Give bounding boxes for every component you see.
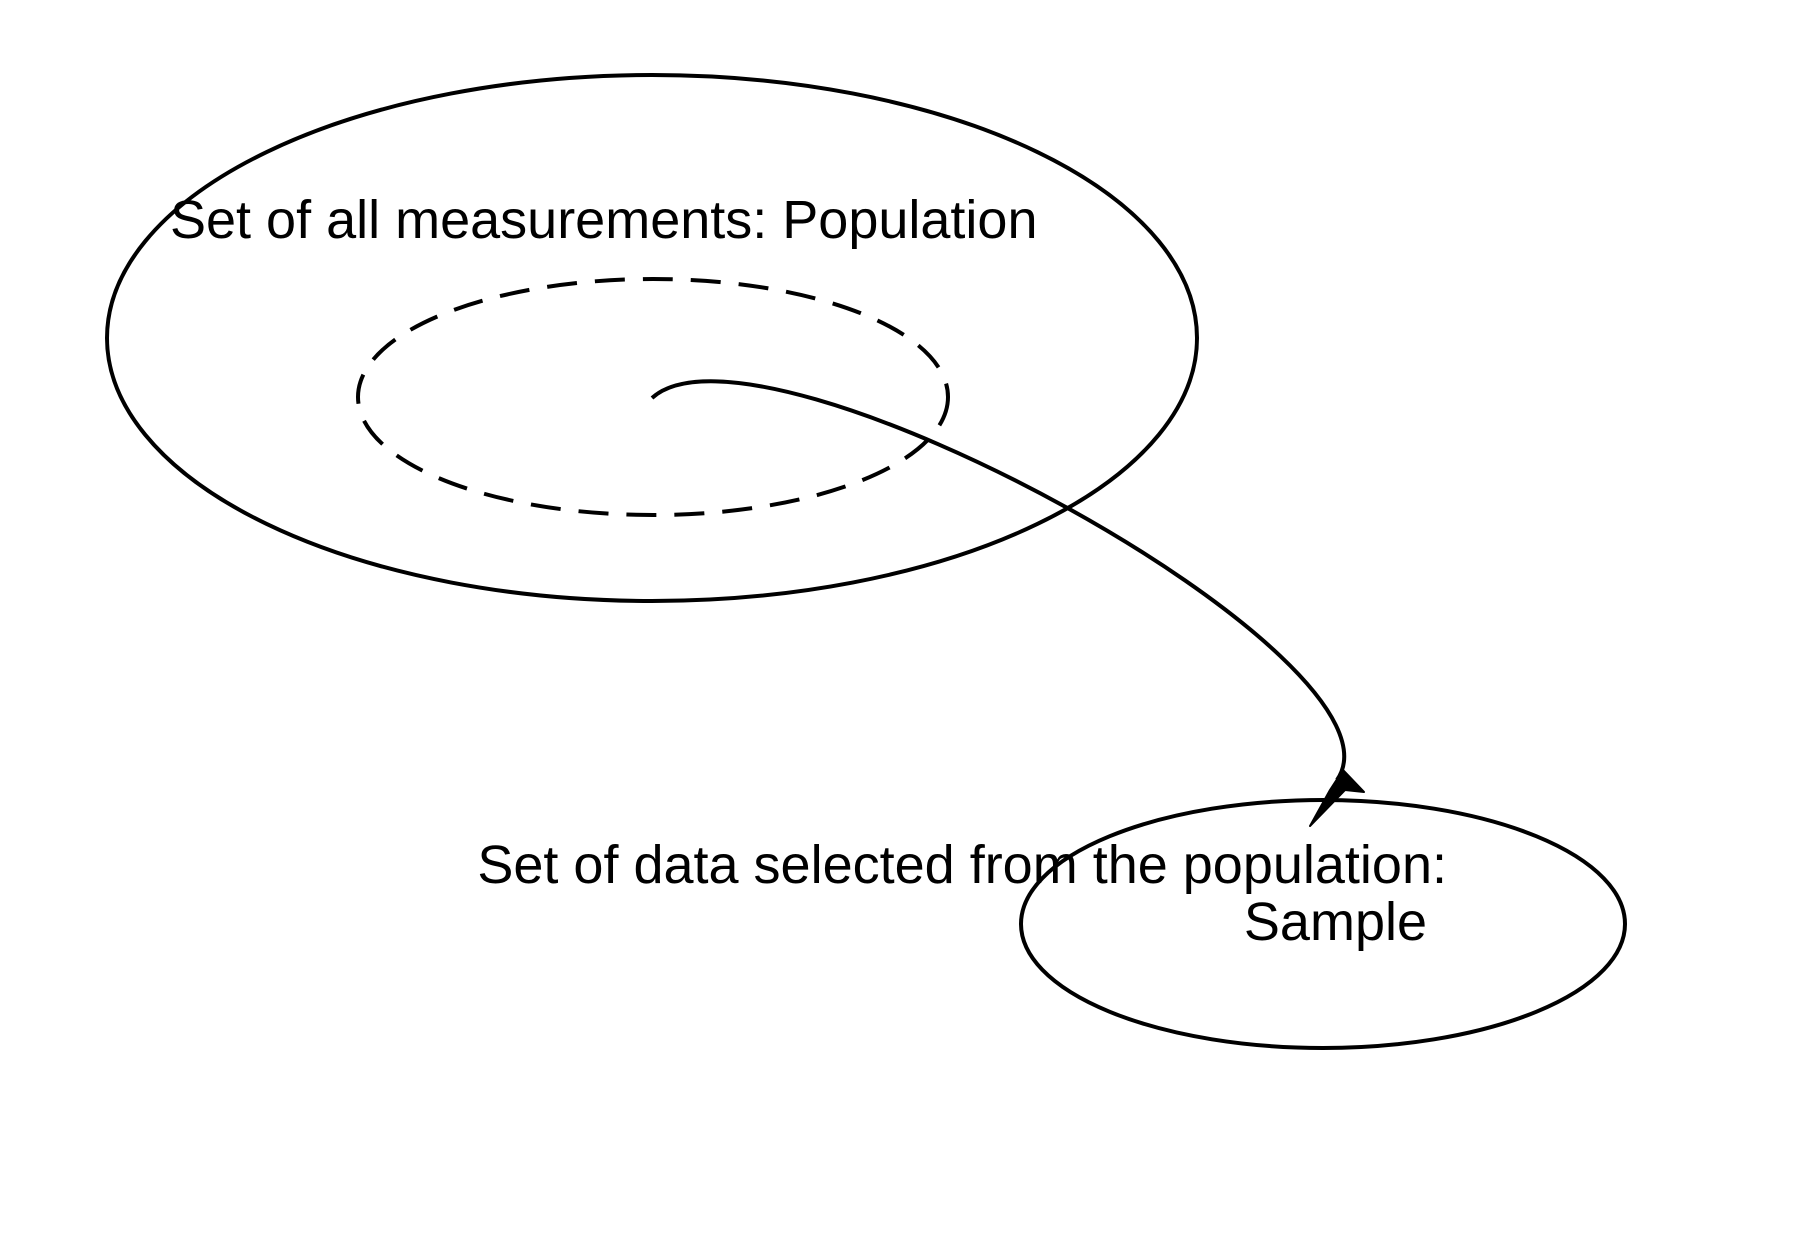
- population-label: Set of all measurements: Population: [170, 190, 1037, 250]
- subset-dashed-ellipse: [356, 277, 950, 517]
- selection-arrow-curve: [650, 379, 1347, 782]
- sample-label-line2: Sample: [1244, 892, 1427, 952]
- population-ellipse: [105, 73, 1199, 603]
- sample-label-line1: Set of data selected from the population…: [477, 835, 1447, 895]
- selection-arrowhead-icon: [1309, 769, 1365, 827]
- sample-ellipse: [1019, 798, 1627, 1050]
